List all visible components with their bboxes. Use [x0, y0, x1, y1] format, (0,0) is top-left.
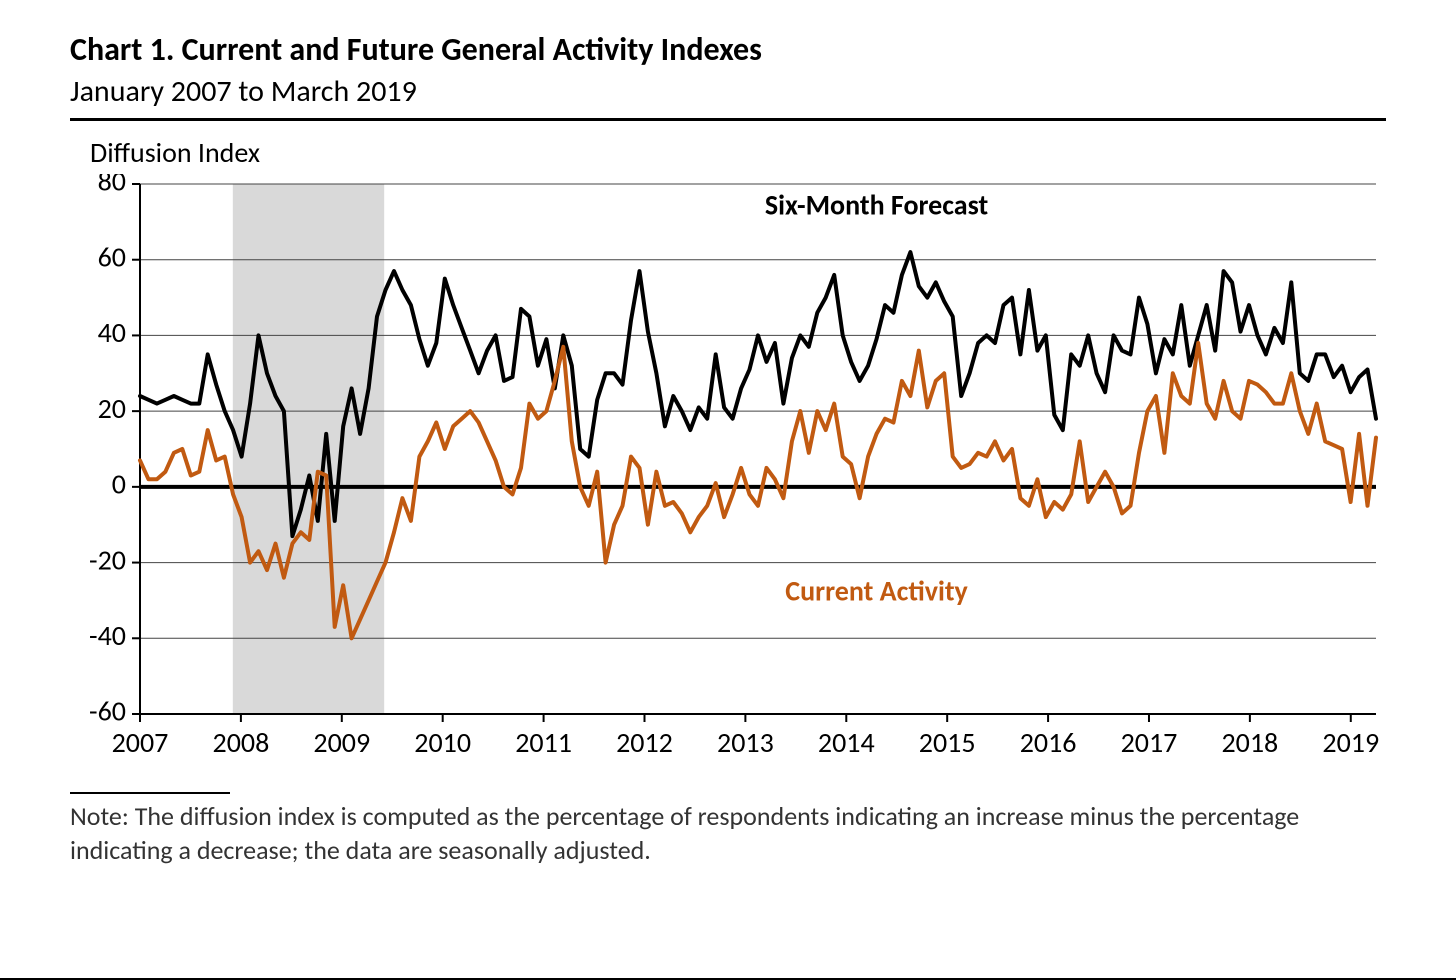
y-tick-label: -20	[89, 542, 126, 577]
x-tick-label: 2010	[414, 725, 471, 760]
y-tick-label: 60	[98, 239, 126, 274]
x-tick-label: 2008	[213, 725, 270, 760]
y-tick-label: -40	[89, 618, 126, 653]
x-tick-label: 2007	[112, 725, 169, 760]
y-tick-label: 40	[98, 315, 126, 350]
y-tick-label: 0	[112, 467, 126, 502]
y-tick-label: 80	[98, 174, 126, 199]
x-tick-label: 2018	[1221, 725, 1278, 760]
chart-note: Note: The diffusion index is computed as…	[70, 800, 1386, 868]
y-tick-label: -60	[89, 694, 126, 729]
chart-page: Chart 1. Current and Future General Acti…	[0, 0, 1456, 980]
x-tick-label: 2019	[1322, 725, 1379, 760]
title-divider	[70, 118, 1386, 121]
line-chart: -60 -40 -20 0 20 40 60 80 2007 2008 2009 2010 2011 20…	[70, 174, 1386, 774]
x-tick-label: 2014	[818, 725, 875, 760]
x-tick-label: 2011	[515, 725, 572, 760]
series-label: Six-Month Forecast	[765, 187, 989, 222]
x-tick-label: 2013	[717, 725, 774, 760]
x-tick-label: 2009	[313, 725, 370, 760]
x-tick-label: 2017	[1121, 725, 1178, 760]
series-label: Current Activity	[785, 573, 968, 608]
x-tick-label: 2012	[616, 725, 673, 760]
recession-band	[233, 184, 384, 714]
chart-container: -60 -40 -20 0 20 40 60 80 2007 2008 2009 2010 2011 20…	[70, 174, 1386, 774]
chart-subtitle: January 2007 to March 2019	[70, 73, 1386, 110]
note-divider	[70, 792, 230, 794]
chart-title: Chart 1. Current and Future General Acti…	[70, 30, 1386, 69]
x-tick-label: 2016	[1020, 725, 1077, 760]
y-tick-label: 20	[98, 391, 126, 426]
x-tick-label: 2015	[919, 725, 976, 760]
y-axis-label: Diffusion Index	[90, 135, 1386, 170]
